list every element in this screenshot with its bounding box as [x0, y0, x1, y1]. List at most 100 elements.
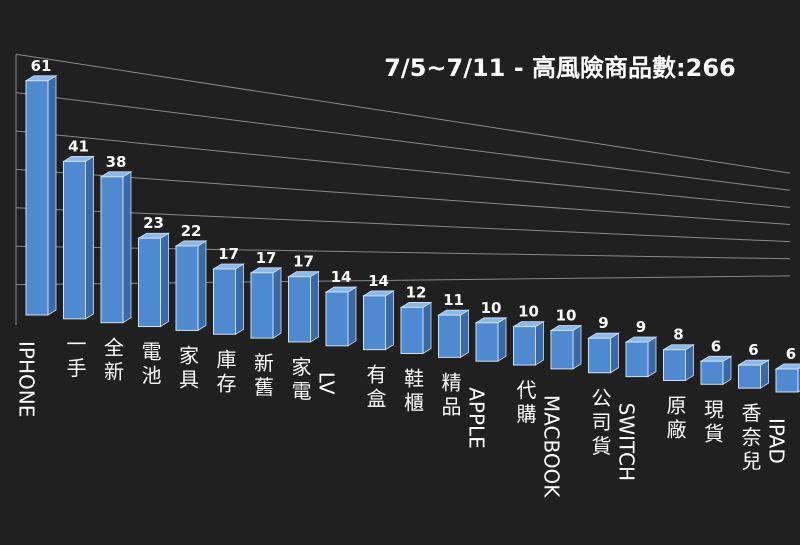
- chart-title: 7/5~7/11 - 高風險商品數:266: [384, 54, 736, 82]
- gridline: [15, 245, 791, 260]
- bar-side: [347, 286, 357, 347]
- bar-front: [175, 245, 199, 331]
- bar: [24, 75, 58, 316]
- bar-front: [400, 306, 424, 355]
- gridline: [15, 275, 791, 286]
- bar-side: [47, 75, 57, 316]
- data-label: 10: [481, 299, 502, 317]
- bar: [324, 286, 358, 347]
- data-label: 10: [556, 307, 577, 325]
- data-label: 6: [711, 337, 721, 355]
- bar: [699, 355, 733, 386]
- bar-top: [774, 363, 800, 370]
- bar-front: [325, 291, 349, 347]
- category-label: 香奈兒: [742, 401, 762, 473]
- bar-front: [213, 268, 236, 335]
- data-label: 10: [518, 303, 539, 321]
- bar-side: [647, 336, 657, 378]
- bar: [249, 267, 283, 339]
- bar: [212, 263, 245, 335]
- data-label: 23: [143, 214, 164, 232]
- bar: [737, 359, 770, 389]
- category-label: IPHONE: [15, 341, 39, 417]
- bar-side: [422, 301, 432, 355]
- category-label: MACBOOK: [540, 395, 564, 498]
- data-label: 9: [598, 314, 608, 332]
- category-label: 公司貨: [592, 386, 612, 458]
- bar-side: [235, 263, 244, 335]
- bar-front: [775, 368, 799, 393]
- data-labels: 61 41 38 23 22 17 17 17 14 14 12 11 10 10 10 9 9 8 6 6 6: [31, 57, 797, 363]
- data-label: 17: [256, 249, 277, 267]
- category-label: 有盒: [367, 363, 387, 411]
- bar-side: [460, 309, 469, 359]
- data-label: 14: [331, 268, 352, 286]
- bar-front: [550, 330, 574, 370]
- bar-side: [535, 320, 544, 366]
- bar-side: [160, 232, 169, 328]
- bar: [437, 309, 470, 359]
- category-label: SWITCH: [615, 403, 639, 481]
- data-label: 8: [673, 326, 683, 344]
- bar-side: [385, 290, 394, 351]
- bar-front: [138, 237, 161, 328]
- bar-side: [572, 324, 582, 370]
- bar-front: [513, 326, 536, 366]
- bar: [287, 270, 320, 343]
- category-label: 原廠: [667, 393, 687, 441]
- bar: [174, 240, 208, 332]
- data-label: 38: [106, 153, 127, 171]
- data-label: 22: [181, 222, 202, 240]
- gridlines: [15, 53, 791, 325]
- bar-side: [685, 344, 694, 382]
- bar-side: [310, 270, 319, 343]
- bar-front: [588, 337, 611, 374]
- gridline: [15, 92, 791, 191]
- gridline: [15, 168, 791, 226]
- bar: [62, 155, 95, 320]
- bar: [624, 336, 658, 378]
- bar-front: [700, 360, 724, 385]
- category-label: 庫存: [217, 347, 237, 395]
- bar: [512, 320, 545, 366]
- gridline: [15, 53, 791, 174]
- category-label: 電池: [142, 340, 162, 388]
- category-label: 鞋櫃: [404, 367, 424, 415]
- bar-front: [363, 295, 386, 351]
- gridline: [15, 130, 791, 208]
- data-label: 6: [786, 345, 796, 363]
- bar-side: [85, 155, 94, 320]
- category-label: 全新: [104, 336, 124, 384]
- bar-front: [475, 322, 499, 362]
- data-label: 61: [31, 57, 52, 75]
- bar-front: [100, 176, 124, 324]
- bar-front: [288, 276, 311, 343]
- bar: [587, 332, 620, 374]
- category-label: 代購: [517, 378, 537, 426]
- data-label: 17: [218, 245, 239, 263]
- bar-side: [497, 317, 507, 362]
- bar: [474, 317, 508, 362]
- category-label: 現貨: [704, 397, 724, 445]
- bar-front: [250, 272, 274, 339]
- bar-front: [63, 160, 86, 320]
- data-label: 41: [68, 137, 89, 155]
- category-label: IPAD: [765, 418, 789, 464]
- bar-side: [197, 240, 207, 332]
- bar: [549, 324, 583, 370]
- gridline: [15, 207, 791, 243]
- bar: [774, 363, 800, 393]
- bars: [24, 75, 800, 393]
- bar-front: [25, 80, 49, 316]
- bar-side: [272, 267, 282, 339]
- bar: [662, 344, 695, 382]
- bar: [399, 301, 433, 355]
- data-label: 12: [406, 283, 427, 301]
- category-label: LV: [315, 372, 339, 395]
- bar-front: [663, 349, 686, 381]
- category-label: 一手: [67, 332, 87, 380]
- data-label: 14: [368, 272, 389, 290]
- bar: [362, 290, 395, 351]
